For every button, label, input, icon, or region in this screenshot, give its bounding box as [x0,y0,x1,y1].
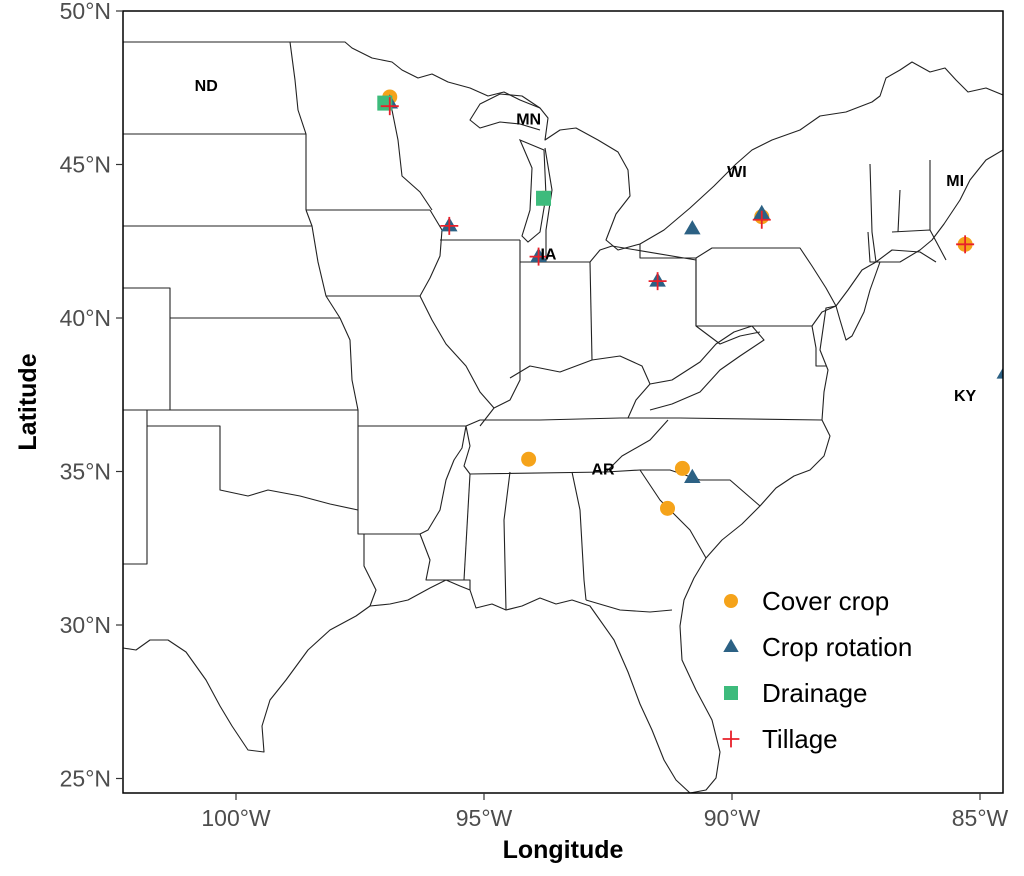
crop-rotation-point [684,220,701,235]
x-tick-label: 90°W [704,805,761,831]
state-label-nd: ND [195,78,218,95]
legend-item-cover-crop: Cover crop [724,586,889,616]
state-label-ky: KY [954,388,977,405]
map-panel: NDMNWIMIIAOHKYARNC [123,41,1003,793]
tillage-point [648,272,667,291]
legend-label-crop-rotation: Crop rotation [762,632,912,662]
x-axis-title: Longitude [503,836,624,864]
cover-crop-point [521,451,537,467]
y-tick-label: 45°N [60,152,111,178]
y-axis-title: Latitude [14,353,42,450]
us-land-outline [123,41,1003,793]
y-tick-label: 40°N [60,305,111,331]
tillage-point [380,97,399,116]
legend: Cover crop Crop rotation Drainage Tillage [722,586,912,754]
lake-michigan [518,138,547,243]
state-label-ar: AR [591,462,615,479]
legend-item-crop-rotation: Crop rotation [723,632,912,662]
tillage-point [440,216,459,235]
cover-crop-point [660,500,676,516]
x-tick-label: 85°W [952,805,1009,831]
tillage-point [752,210,771,229]
legend-item-drainage: Drainage [724,678,868,708]
legend-item-tillage: Tillage [722,724,838,754]
crop-rotation-point [684,468,701,484]
tillage-point [529,247,548,266]
y-tick-label: 30°N [60,612,111,638]
cover-crop-point [674,460,690,476]
x-tick-label: 100°W [201,805,271,831]
state-label-wi: WI [727,164,747,181]
y-tick-label: 50°N [60,0,111,24]
panel-border [122,10,1004,794]
y-tick-label: 35°N [60,459,111,485]
crop-rotation-point [996,367,1003,379]
state-labels: NDMNWIMIIAOHKYARNC [195,78,977,479]
x-axis: 100°W95°W90°W85°W80°W75°W70°W [201,793,1009,831]
tillage-point [956,235,975,254]
y-tick-label: 25°N [60,766,111,792]
legend-marker-crop-rotation [723,638,739,653]
state-label-mn: MN [516,112,541,129]
state-label-mi: MI [946,173,964,190]
drainage-point [536,190,552,206]
legend-marker-drainage [724,686,738,700]
legend-label-drainage: Drainage [762,678,868,708]
legend-label-cover-crop: Cover crop [762,586,889,616]
data-points [377,89,1003,516]
legend-marker-cover-crop [724,594,738,608]
x-tick-label: 95°W [456,805,513,831]
state-label-ia: IA [540,247,556,264]
y-axis: 50°N 45°N 40°N 35°N 30°N 25°N [60,0,123,792]
legend-marker-tillage [722,730,740,748]
legend-label-tillage: Tillage [762,724,838,754]
